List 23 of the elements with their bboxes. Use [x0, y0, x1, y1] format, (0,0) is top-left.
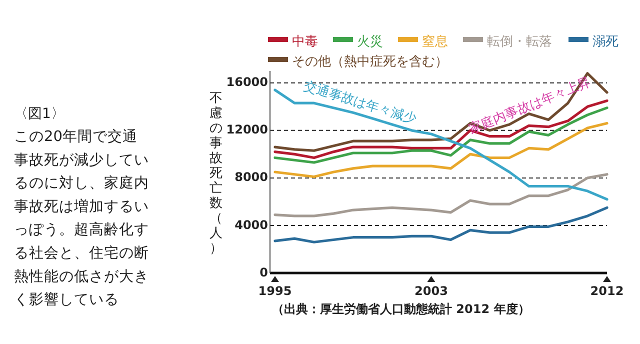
text: 〈図1〉 [14, 106, 65, 122]
text: この20年間で交通事故死が減少しているのに対し、家庭内事故死は増加するいっぽう。超高齢化する社会と、住宅の断熱性能の低さが大きく影響している [14, 128, 149, 308]
y-tick-label: 12000 [226, 122, 268, 137]
legend-label: 転倒・転落 [487, 34, 552, 50]
legend-label: その他（熱中症死を含む） [292, 54, 448, 70]
legend-label: 窒息 [422, 34, 448, 50]
legend-label: 溺死 [592, 34, 618, 50]
annotation: 家庭内事故は年々上昇 [466, 74, 594, 138]
text: 不慮の事故死亡数（人） [210, 91, 222, 256]
annotation: 交通事故は年々減少 [302, 78, 418, 128]
y-tick-label: 0 [260, 265, 268, 280]
line-series [274, 206, 608, 244]
x-tick-label: 2003 [414, 284, 448, 298]
line-series [274, 173, 608, 218]
x-tick-label: 2012 [590, 284, 624, 298]
y-tick-label: 4000 [234, 218, 268, 232]
y-tick-label: 16000 [226, 75, 268, 90]
legend-label: 中毒 [292, 34, 318, 50]
y-tick-label: 8000 [234, 170, 268, 184]
line-series [274, 72, 608, 152]
text: （出典：厚生労働省人口動態統計 2012 年度） [272, 302, 530, 316]
x-tick-label: 1995 [258, 284, 292, 298]
legend-label: 火災 [357, 34, 383, 50]
